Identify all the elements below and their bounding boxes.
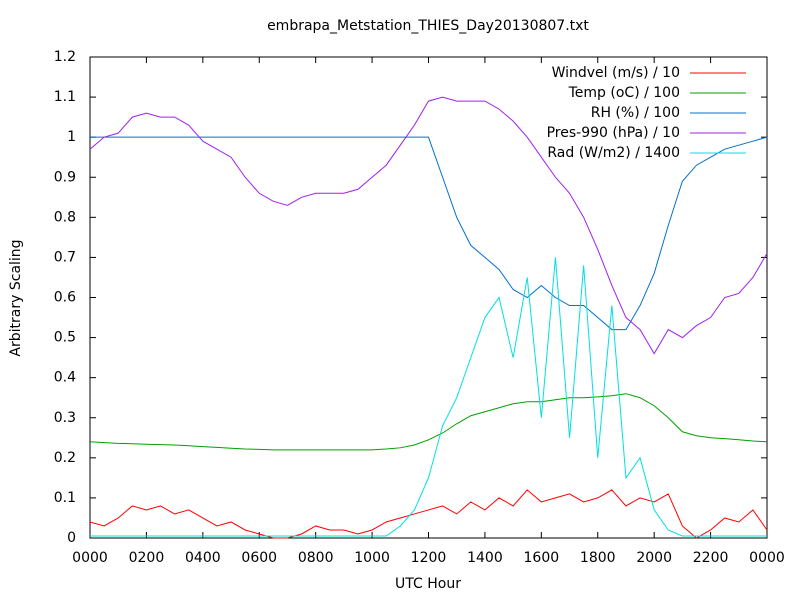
x-tick-label: 1600 [524, 550, 560, 566]
y-tick-label: 0.2 [54, 450, 76, 466]
data-line [89, 96, 768, 355]
y-tick-label: 1.1 [54, 89, 76, 105]
y-tick-label: 0 [67, 530, 76, 546]
x-tick-label: 1800 [580, 550, 616, 566]
y-tick-label: 0.9 [54, 169, 76, 185]
y-tick-label: 0.6 [54, 290, 76, 306]
x-tick-label: 2000 [636, 550, 672, 566]
data-line [89, 489, 768, 539]
x-tick-label: 2200 [693, 550, 729, 566]
chart-title: embrapa_Metstation_THIES_Day20130807.txt [267, 18, 589, 34]
y-tick-label: 0.3 [54, 410, 76, 426]
x-tick-label: 0000 [72, 550, 108, 566]
y-tick-label: 1 [67, 129, 76, 145]
x-tick-label: 0200 [129, 550, 165, 566]
legend-label: RH (%) / 100 [591, 105, 680, 121]
x-tick-label: 0600 [241, 550, 277, 566]
legend-label: Rad (W/m2) / 1400 [547, 145, 680, 161]
x-axis-label: UTC Hour [395, 576, 461, 592]
legend-label: Pres-990 (hPa) / 10 [547, 125, 680, 141]
x-tick-label: 0400 [185, 550, 221, 566]
legend-label: Temp (oC) / 100 [568, 85, 680, 101]
data-line [90, 136, 768, 331]
y-tick-label: 1.2 [54, 49, 76, 65]
data-line [89, 393, 768, 451]
data-line [90, 257, 767, 537]
y-tick-label: 0.1 [54, 490, 76, 506]
x-tick-label: 1000 [354, 550, 390, 566]
x-tick-label: 0000 [749, 550, 785, 566]
legend-label: Windvel (m/s) / 10 [552, 65, 680, 81]
x-tick-label: 1200 [411, 550, 447, 566]
y-tick-label: 0.4 [54, 370, 76, 386]
x-tick-label: 0800 [298, 550, 334, 566]
y-tick-label: 0.5 [54, 330, 76, 346]
y-tick-label: 0.7 [54, 249, 76, 265]
y-tick-label: 0.8 [54, 209, 76, 225]
y-axis-label: Arbitrary Scaling [8, 239, 24, 356]
x-tick-label: 1400 [467, 550, 503, 566]
